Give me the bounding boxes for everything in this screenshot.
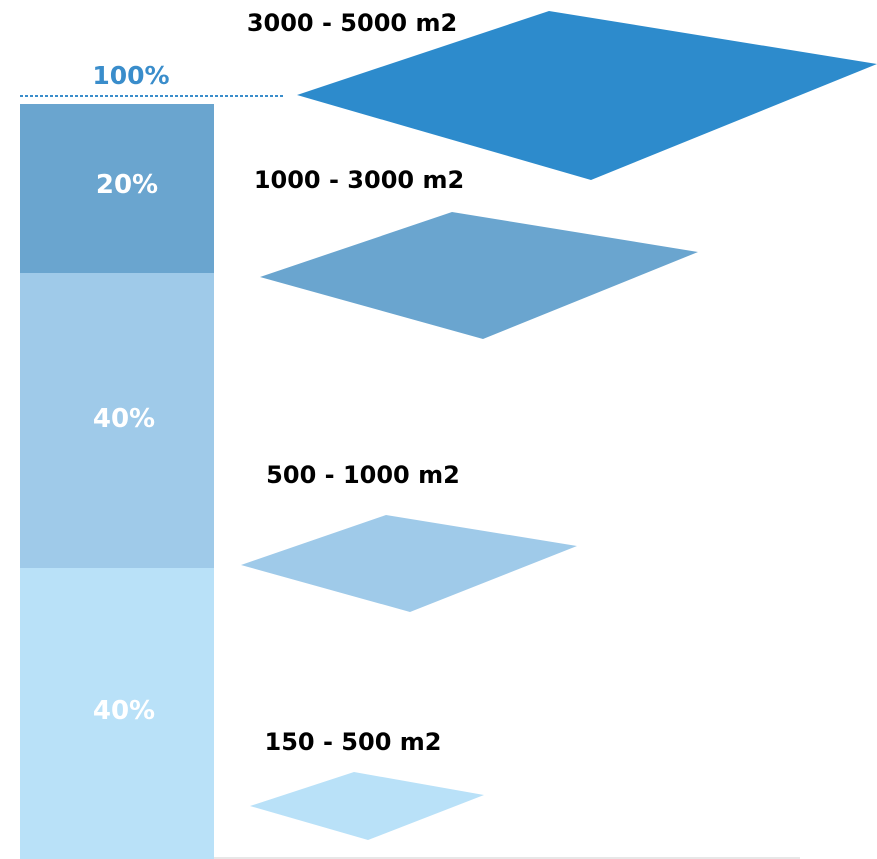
plot-label-2: 1000 - 3000 m2 xyxy=(254,166,464,194)
total-label: 100% xyxy=(92,61,169,90)
bar-segment-2-label: 40% xyxy=(93,404,155,434)
bar-segment-1 xyxy=(20,104,214,273)
bar-segment-2 xyxy=(20,273,214,568)
plot-shape-1 xyxy=(297,11,877,180)
plot-label-4: 150 - 500 m2 xyxy=(265,728,442,756)
bar-segment-3 xyxy=(20,568,214,859)
plot-shape-3 xyxy=(241,515,577,612)
bar-segment-1-label: 20% xyxy=(96,170,158,200)
plot-shape-4 xyxy=(250,772,484,840)
bar-segment-3-label: 40% xyxy=(93,696,155,726)
plot-shape-2 xyxy=(260,212,698,339)
plot-label-3: 500 - 1000 m2 xyxy=(266,461,460,489)
plot-label-1: 3000 - 5000 m2 xyxy=(247,9,457,37)
